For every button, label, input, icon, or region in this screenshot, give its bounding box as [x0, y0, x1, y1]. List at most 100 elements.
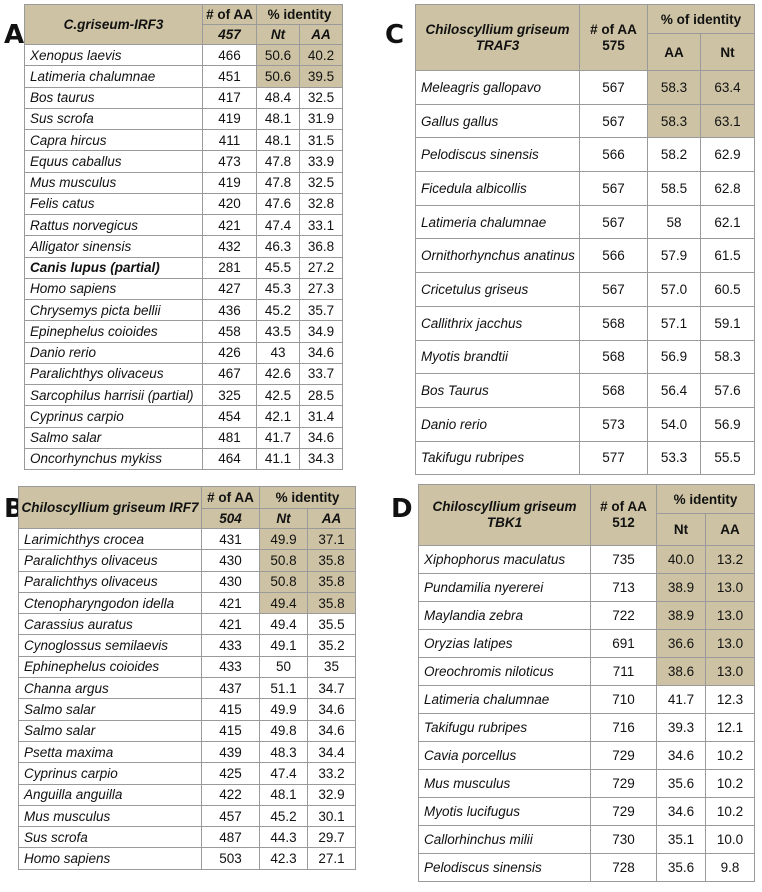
- species-cell: Oreochromis niloticus: [418, 657, 591, 686]
- identity-cell-2: 58.3: [700, 339, 755, 375]
- aa-count-cell: 567: [579, 272, 648, 307]
- identity-cell-1: 47.6: [256, 192, 300, 216]
- identity-cell-1: 50.8: [259, 549, 308, 572]
- identity-cell-1: 50.6: [256, 65, 300, 88]
- aa-count-cell: 436: [202, 298, 257, 322]
- identity-cell-2: 10.0: [704, 825, 756, 854]
- identity-cell-2: 10.2: [704, 741, 756, 770]
- aa-count-cell: 566: [579, 238, 648, 274]
- species-cell: Mus musculus: [18, 804, 202, 828]
- identity-cell-2: 39.5: [298, 65, 344, 88]
- identity-cell-1: 49.9: [259, 698, 308, 721]
- aa-count-cell: 735: [590, 545, 657, 574]
- identity-cell-2: 61.5: [700, 238, 755, 274]
- species-cell: Danio rerio: [24, 341, 203, 364]
- aa-count-cell: 430: [201, 549, 260, 572]
- header-title-line2: TRAF3: [475, 37, 520, 53]
- header-title-line1: Chiloscyllium griseum: [425, 21, 570, 37]
- table-row: Latimeria chalumnae 451 50.6 39.5: [24, 65, 344, 88]
- table-row: Anguilla anguilla 422 48.1 32.9: [18, 783, 357, 806]
- header-col-nt: Nt: [700, 33, 755, 71]
- identity-cell-2: 12.1: [704, 713, 756, 742]
- identity-cell-2: 27.2: [298, 256, 344, 279]
- aa-count-cell: 729: [590, 769, 657, 798]
- identity-cell-1: 45.2: [256, 298, 300, 322]
- identity-cell-1: 51.1: [259, 677, 308, 700]
- table-row: Danio rerio 573 54.0 56.9: [415, 406, 755, 442]
- identity-cell-2: 62.9: [700, 137, 755, 173]
- header-aa-value: 575: [602, 37, 625, 53]
- table-row: Mus musculus 457 45.2 30.1: [18, 804, 357, 828]
- identity-cell-2: 32.9: [306, 783, 357, 806]
- aa-count-cell: 433: [201, 655, 260, 679]
- identity-cell-1: 36.6: [656, 629, 706, 658]
- identity-cell-1: 41.1: [256, 447, 300, 471]
- table-row: Cyprinus carpio 454 42.1 31.4: [24, 405, 344, 428]
- panel-label-d: D: [391, 494, 413, 524]
- aa-count-cell: 432: [202, 235, 257, 258]
- identity-cell-1: 38.9: [656, 573, 706, 602]
- aa-count-cell: 325: [202, 383, 257, 407]
- aa-count-cell: 568: [579, 339, 648, 375]
- table-row: Ctenopharyngodon idella 421 49.4 35.8: [18, 591, 357, 615]
- identity-cell-2: 13.0: [704, 573, 756, 602]
- header-col-aa: AA: [647, 33, 701, 71]
- species-cell: Ephinephelus coioides: [18, 655, 202, 679]
- header-identity: % identity: [258, 486, 357, 509]
- table-row: Paralichthys olivaceus 430 50.8 35.8: [18, 549, 357, 572]
- species-cell: Xenopus laevis: [24, 43, 203, 67]
- header-identity: % identity: [655, 484, 756, 514]
- table-row: Latimeria chalumnae 567 58 62.1: [415, 204, 755, 240]
- table-row: Maylandia zebra 722 38.9 13.0: [418, 601, 756, 630]
- identity-cell-1: 41.7: [656, 685, 706, 714]
- species-cell: Latimeria chalumnae: [24, 65, 203, 88]
- header-col-aa: AA: [704, 513, 756, 546]
- species-cell: Latimeria chalumnae: [418, 685, 591, 714]
- header-col-aa: AA: [298, 24, 344, 45]
- identity-cell-2: 13.0: [704, 601, 756, 630]
- identity-cell-2: 13.0: [704, 629, 756, 658]
- aa-count-cell: 710: [590, 685, 657, 714]
- aa-count-cell: 713: [590, 573, 657, 602]
- species-cell: Salmo salar: [18, 698, 202, 721]
- table-row: Oncorhynchus mykiss 464 41.1 34.3: [24, 447, 344, 471]
- species-cell: Paralichthys olivaceus: [24, 362, 203, 386]
- aa-count-cell: 451: [202, 65, 257, 88]
- identity-cell-1: 47.8: [256, 171, 300, 194]
- aa-count-cell: 458: [202, 320, 257, 343]
- species-cell: Salmo salar: [18, 719, 202, 742]
- identity-cell-1: 45.3: [256, 277, 300, 301]
- table-row: Sus scrofa 419 48.1 31.9: [24, 107, 344, 131]
- species-cell: Sus scrofa: [24, 107, 203, 131]
- header-title: Chiloscyllium griseum IRF7: [18, 486, 202, 529]
- identity-cell-2: 10.2: [704, 797, 756, 826]
- identity-cell-1: 46.3: [256, 235, 300, 258]
- identity-cell-2: 35.2: [306, 634, 357, 657]
- aa-count-cell: 728: [590, 853, 657, 882]
- aa-count-cell: 568: [579, 305, 648, 341]
- aa-count-cell: 421: [201, 591, 260, 615]
- table-row: Paralichthys olivaceus 467 42.6 33.7: [24, 362, 344, 386]
- identity-cell-2: 34.4: [306, 740, 357, 764]
- aa-count-cell: 437: [201, 677, 260, 700]
- identity-cell-1: 50: [259, 655, 308, 679]
- table-row: Takifugu rubripes 716 39.3 12.1: [418, 713, 756, 742]
- identity-cell-1: 50.8: [259, 570, 308, 593]
- identity-cell-2: 36.8: [298, 235, 344, 258]
- table-row: Cavia porcellus 729 34.6 10.2: [418, 741, 756, 770]
- species-cell: Takifugu rubripes: [418, 713, 591, 742]
- identity-cell-2: 30.1: [306, 804, 357, 828]
- identity-cell-1: 40.0: [656, 545, 706, 574]
- aa-count-cell: 426: [202, 341, 257, 364]
- aa-count-cell: 567: [579, 70, 648, 105]
- identity-cell-1: 58: [647, 204, 701, 240]
- species-cell: Larimichthys crocea: [18, 527, 202, 551]
- identity-cell-2: 63.4: [700, 70, 755, 105]
- identity-cell-1: 47.8: [256, 150, 300, 173]
- identity-cell-1: 43: [256, 341, 300, 364]
- table-tbk1: Chiloscyllium griseum TBK1 # of AA 512 %…: [418, 484, 756, 882]
- identity-cell-1: 58.3: [647, 103, 701, 139]
- identity-cell-1: 38.6: [656, 657, 706, 686]
- species-cell: Paralichthys olivaceus: [18, 570, 202, 593]
- aa-count-cell: 420: [202, 192, 257, 216]
